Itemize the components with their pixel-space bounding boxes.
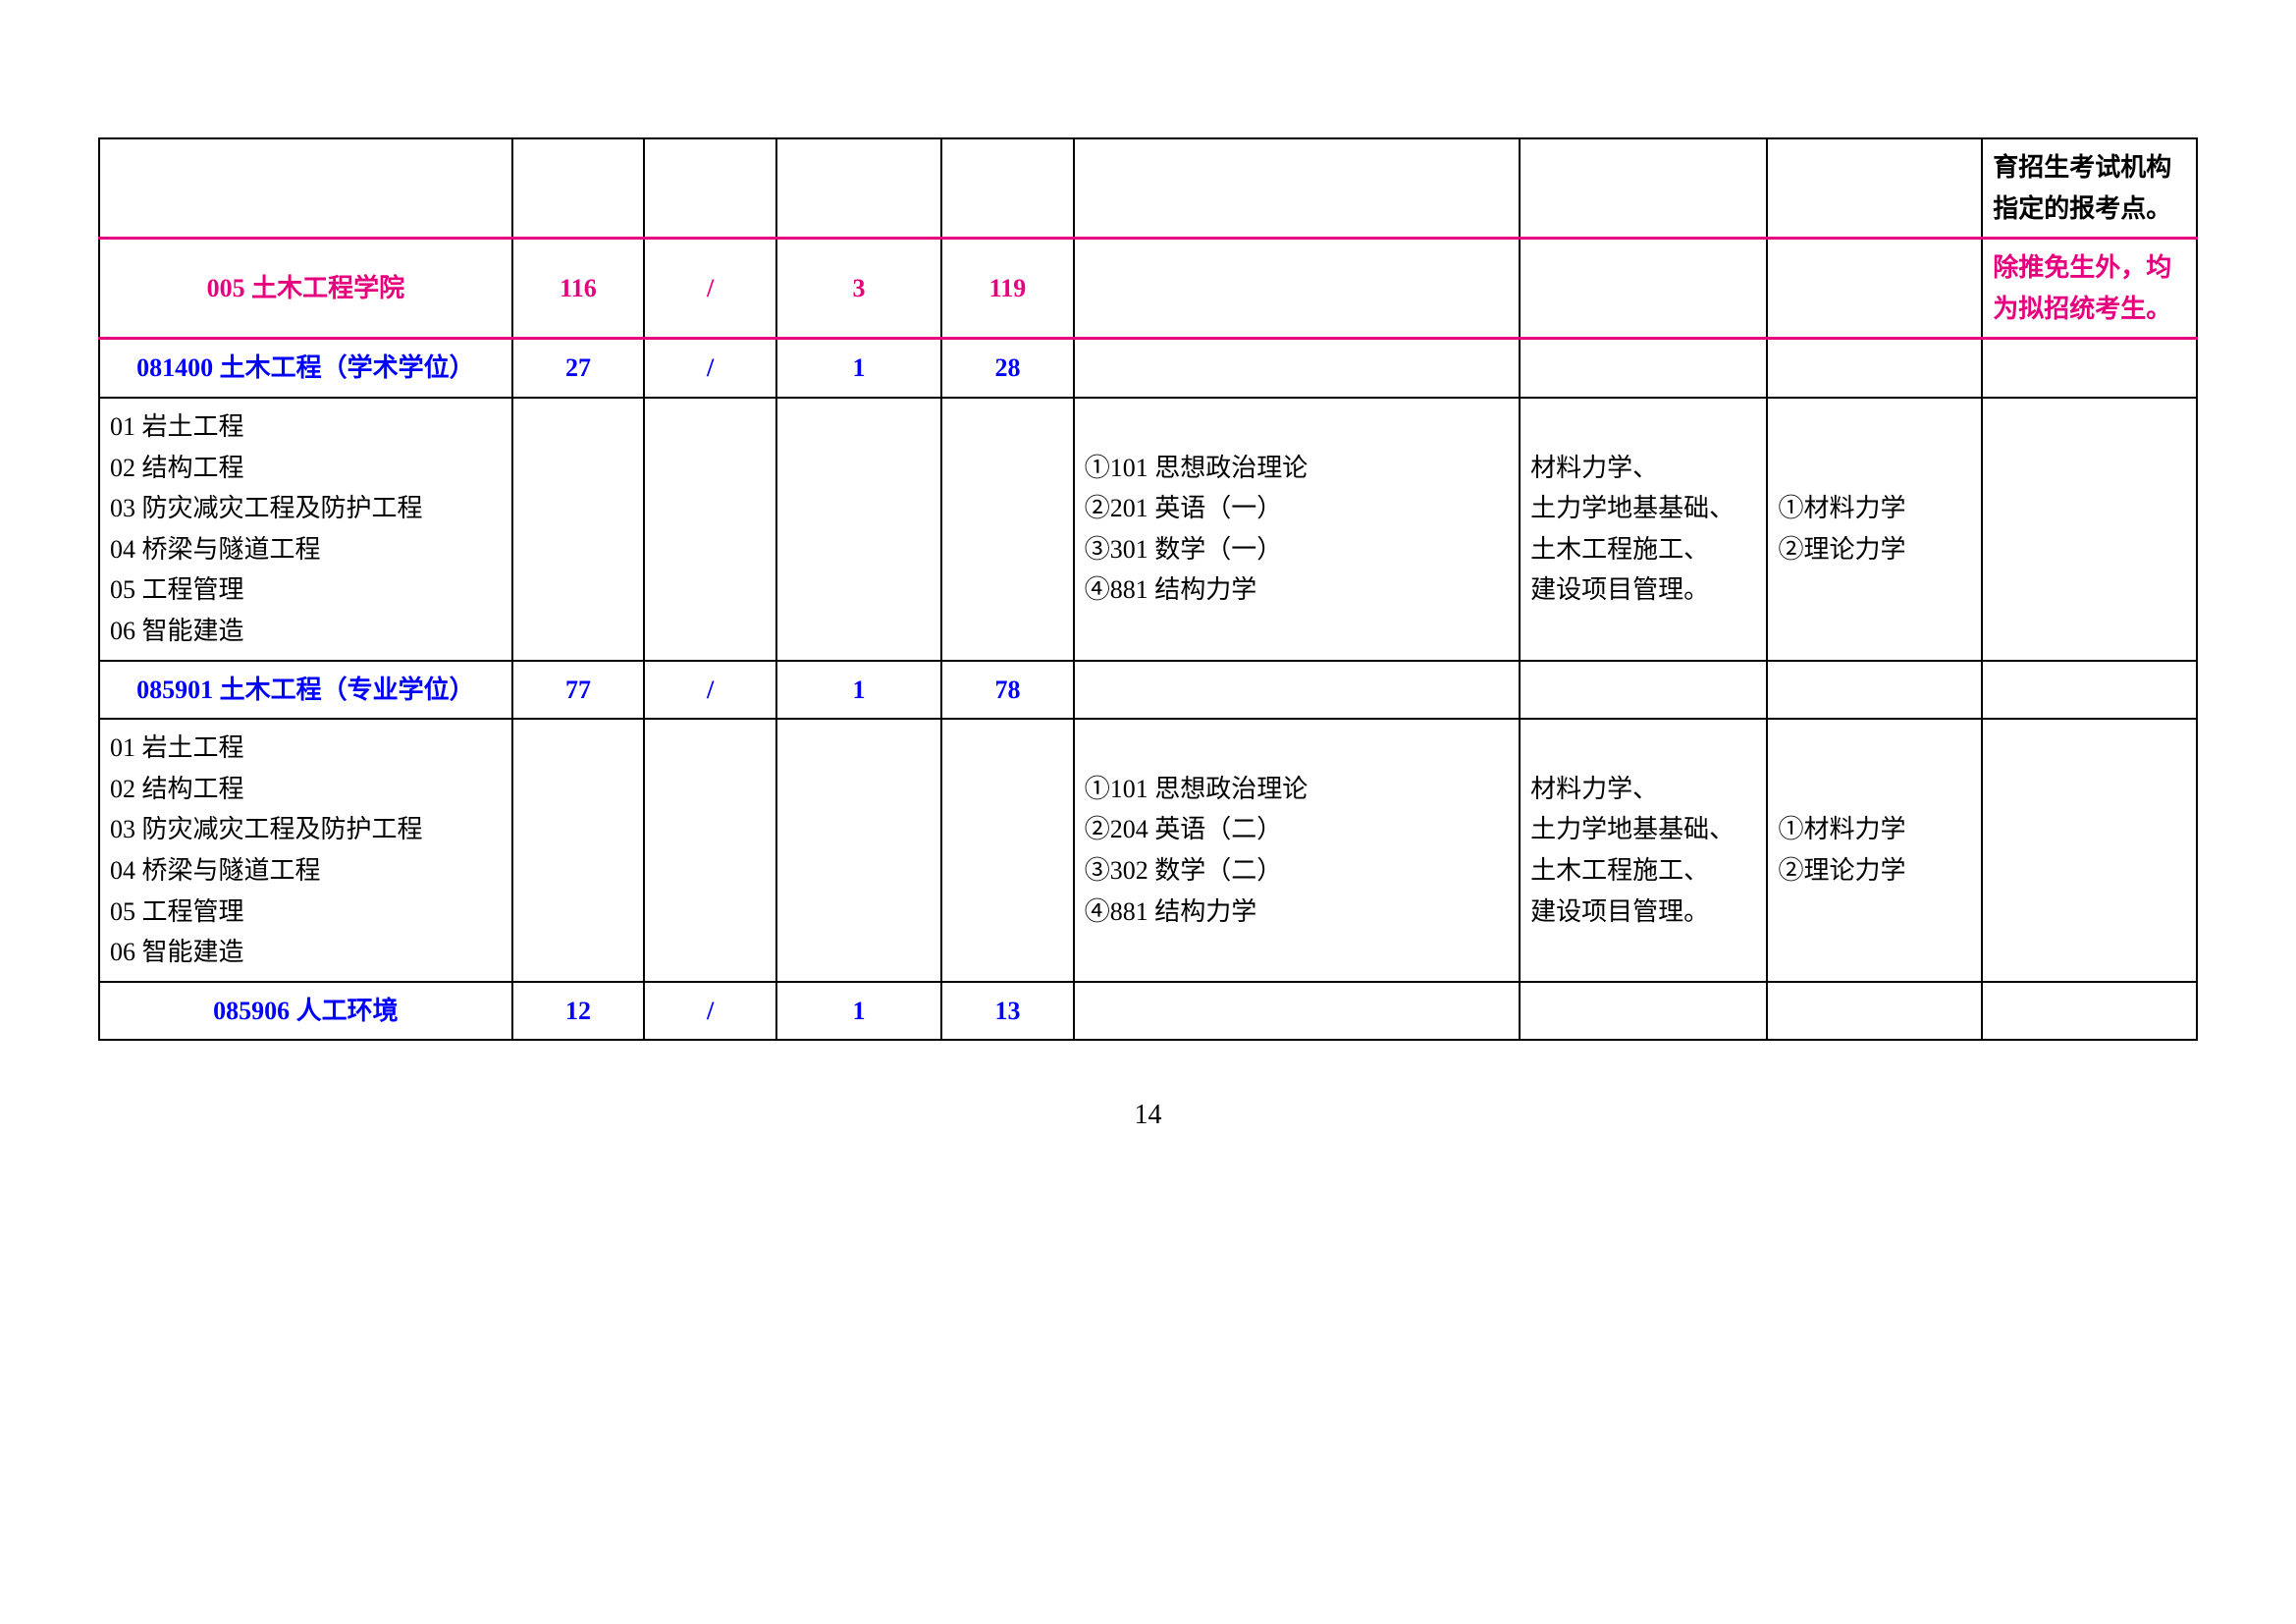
cell [776, 398, 941, 661]
table-row-major: 085906 人工环境 12 / 1 13 [99, 982, 2197, 1041]
cell [99, 138, 512, 239]
cell-major-name: 085901 土木工程（专业学位） [99, 661, 512, 720]
cell: 1 [776, 339, 941, 398]
table-row-department: 005 土木工程学院 116 / 3 119 除推免生外，均为拟招统考生。 [99, 239, 2197, 339]
cell [1767, 339, 1982, 398]
table-body: 育招生考试机构指定的报考点。 005 土木工程学院 116 / 3 119 除推… [99, 138, 2197, 1040]
cell-exams: ①101 思想政治理论②204 英语（二）③302 数学（二）④881 结构力学 [1074, 719, 1520, 982]
cell [512, 719, 645, 982]
cell-dept-notes: 除推免生外，均为拟招统考生。 [1982, 239, 2197, 339]
cell [1520, 138, 1767, 239]
cell [1520, 239, 1767, 339]
cell [512, 138, 645, 239]
cell-same-ability: ①材料力学②理论力学 [1767, 398, 1982, 661]
cell: / [644, 239, 776, 339]
cell [1074, 339, 1520, 398]
cell-notes: 育招生考试机构指定的报考点。 [1982, 138, 2197, 239]
cell: / [644, 982, 776, 1041]
cell-major-name: 081400 土木工程（学术学位） [99, 339, 512, 398]
cell: 27 [512, 339, 645, 398]
cell: / [644, 339, 776, 398]
cell [1520, 661, 1767, 720]
cell-retest: 材料力学、土力学地基基础、土木工程施工、建设项目管理。 [1520, 398, 1767, 661]
cell-dept-name: 005 土木工程学院 [99, 239, 512, 339]
table-row: 育招生考试机构指定的报考点。 [99, 138, 2197, 239]
cell: 78 [941, 661, 1074, 720]
cell [1520, 982, 1767, 1041]
cell: 13 [941, 982, 1074, 1041]
table-row-detail: 01 岩土工程02 结构工程03 防灾减灾工程及防护工程04 桥梁与隧道工程05… [99, 719, 2197, 982]
cell [1982, 661, 2197, 720]
cell [644, 138, 776, 239]
cell [1074, 138, 1520, 239]
cell: 77 [512, 661, 645, 720]
cell [1982, 339, 2197, 398]
cell [1767, 239, 1982, 339]
page-number: 14 [98, 1100, 2198, 1131]
cell [941, 138, 1074, 239]
cell: 116 [512, 239, 645, 339]
cell [1767, 661, 1982, 720]
cell-directions: 01 岩土工程02 结构工程03 防灾减灾工程及防护工程04 桥梁与隧道工程05… [99, 398, 512, 661]
cell [941, 398, 1074, 661]
cell-retest: 材料力学、土力学地基基础、土木工程施工、建设项目管理。 [1520, 719, 1767, 982]
cell [1982, 982, 2197, 1041]
cell [941, 719, 1074, 982]
cell: / [644, 661, 776, 720]
cell [1074, 661, 1520, 720]
cell: 1 [776, 982, 941, 1041]
cell-directions: 01 岩土工程02 结构工程03 防灾减灾工程及防护工程04 桥梁与隧道工程05… [99, 719, 512, 982]
cell [1520, 339, 1767, 398]
cell [776, 719, 941, 982]
cell [776, 138, 941, 239]
cell-major-name: 085906 人工环境 [99, 982, 512, 1041]
cell [1074, 982, 1520, 1041]
cell [644, 398, 776, 661]
cell [1767, 982, 1982, 1041]
cell-same-ability: ①材料力学②理论力学 [1767, 719, 1982, 982]
cell [1767, 138, 1982, 239]
table-row-major: 085901 土木工程（专业学位） 77 / 1 78 [99, 661, 2197, 720]
cell: 3 [776, 239, 941, 339]
cell: 119 [941, 239, 1074, 339]
table-row-major: 081400 土木工程（学术学位） 27 / 1 28 [99, 339, 2197, 398]
cell [512, 398, 645, 661]
table-row-detail: 01 岩土工程02 结构工程03 防灾减灾工程及防护工程04 桥梁与隧道工程05… [99, 398, 2197, 661]
cell-exams: ①101 思想政治理论②201 英语（一）③301 数学（一）④881 结构力学 [1074, 398, 1520, 661]
cell [1982, 719, 2197, 982]
cell: 28 [941, 339, 1074, 398]
cell [644, 719, 776, 982]
admissions-table: 育招生考试机构指定的报考点。 005 土木工程学院 116 / 3 119 除推… [98, 137, 2198, 1041]
cell: 12 [512, 982, 645, 1041]
cell: 1 [776, 661, 941, 720]
cell [1982, 398, 2197, 661]
cell [1074, 239, 1520, 339]
